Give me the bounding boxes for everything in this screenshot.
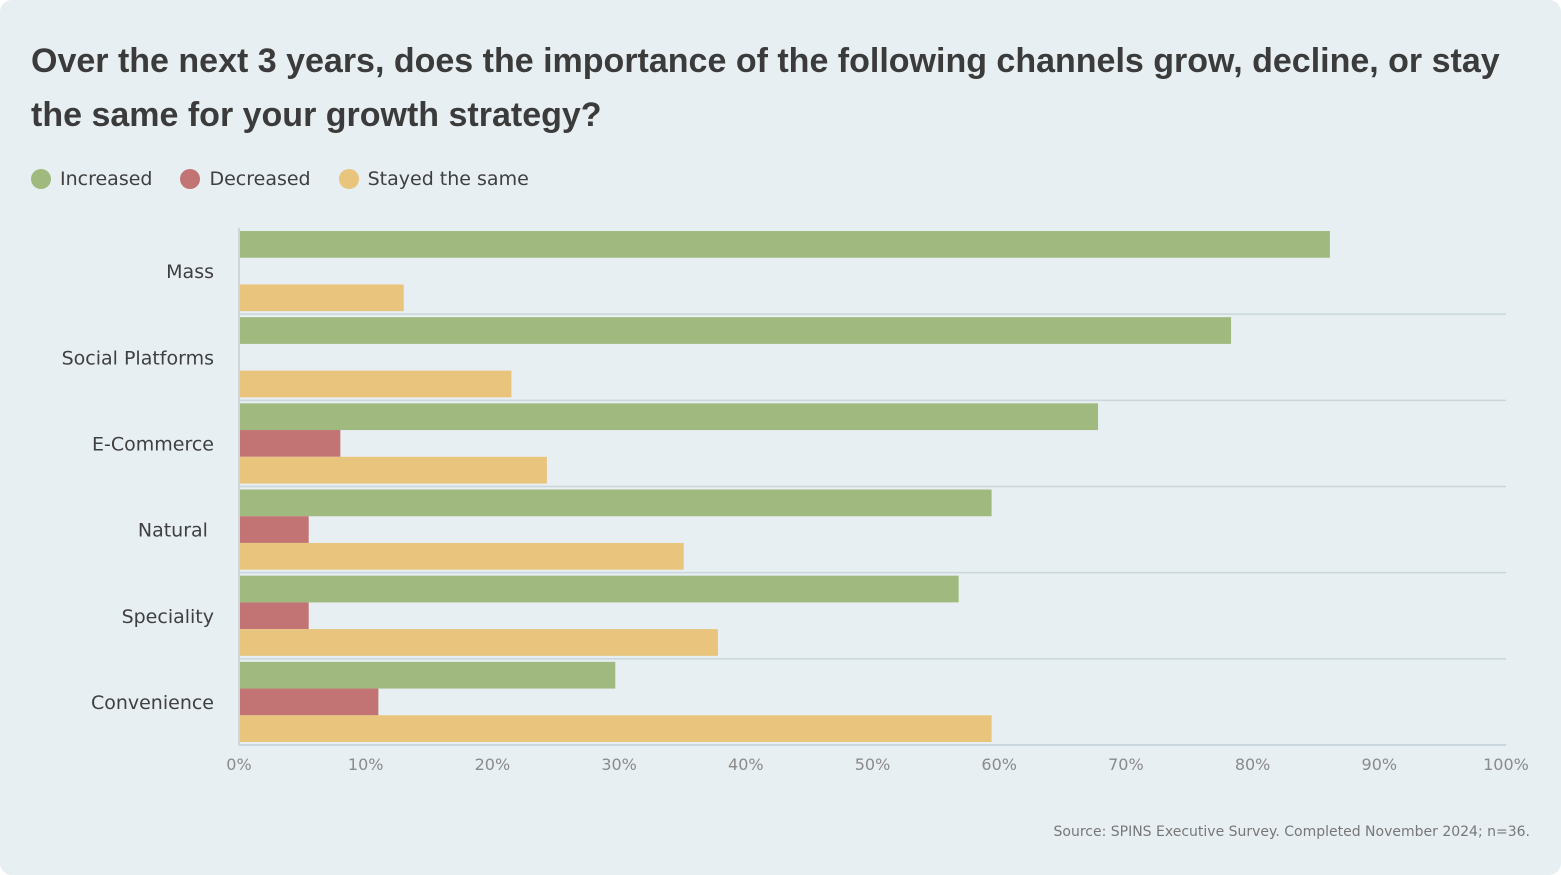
category-label-natural: Natural xyxy=(138,520,214,542)
x-tick-label: 30% xyxy=(601,755,637,774)
category-label-e-commerce: E-Commerce xyxy=(92,433,214,455)
bar-increased-mass xyxy=(239,231,1330,258)
legend-swatch-stayed xyxy=(338,169,359,189)
x-tick-label: 60% xyxy=(981,755,1017,774)
bar-stayed-the-same-mass xyxy=(239,284,404,312)
legend-item-decreased: Decreased xyxy=(180,168,311,190)
chart-legend: Increased Decreased Stayed the same xyxy=(31,168,557,190)
x-tick-label: 70% xyxy=(1108,755,1144,774)
x-tick-label: 0% xyxy=(226,755,251,774)
source-note: Source: SPINS Executive Survey. Complete… xyxy=(1053,824,1531,840)
x-tick-label: 40% xyxy=(728,755,764,774)
bar-increased-social-platforms xyxy=(239,317,1232,344)
category-label-convenience: Convenience xyxy=(91,692,214,714)
bar-stayed-the-same-natural xyxy=(239,542,684,570)
legend-item-increased: Increased xyxy=(31,168,152,190)
bar-increased-natural xyxy=(239,489,992,517)
legend-label-increased: Increased xyxy=(60,168,153,190)
chart-title: Over the next 3 years, does the importan… xyxy=(31,42,1500,134)
legend-label-decreased: Decreased xyxy=(209,168,311,190)
x-tick-label: 50% xyxy=(855,755,891,774)
legend-swatch-decreased xyxy=(180,169,201,189)
legend-item-stayed: Stayed the same xyxy=(338,168,529,190)
x-tick-label: 10% xyxy=(348,755,384,774)
category-label-social-platforms: Social Platforms xyxy=(62,347,214,369)
x-tick-label: 20% xyxy=(475,755,511,774)
legend-swatch-increased xyxy=(31,169,51,189)
bar-decreased-e-commerce xyxy=(239,430,341,457)
bar-increased-speciality xyxy=(239,575,959,603)
bar-decreased-natural xyxy=(239,516,309,543)
bar-stayed-the-same-social-platforms xyxy=(239,370,512,398)
bar-stayed-the-same-speciality xyxy=(239,629,718,656)
bar-increased-convenience xyxy=(239,661,616,689)
category-label-mass: Mass xyxy=(166,261,214,283)
legend-label-stayed: Stayed the same xyxy=(367,168,529,190)
x-tick-label: 90% xyxy=(1362,755,1398,774)
bar-increased-e-commerce xyxy=(239,403,1099,431)
bar-stayed-the-same-e-commerce xyxy=(239,456,547,484)
x-tick-label: 80% xyxy=(1235,755,1271,774)
bar-stayed-the-same-convenience xyxy=(239,715,992,742)
category-label-speciality: Speciality xyxy=(122,606,214,628)
x-tick-label: 100% xyxy=(1483,755,1529,774)
bar-decreased-speciality xyxy=(239,602,309,630)
bar-decreased-convenience xyxy=(239,688,379,716)
